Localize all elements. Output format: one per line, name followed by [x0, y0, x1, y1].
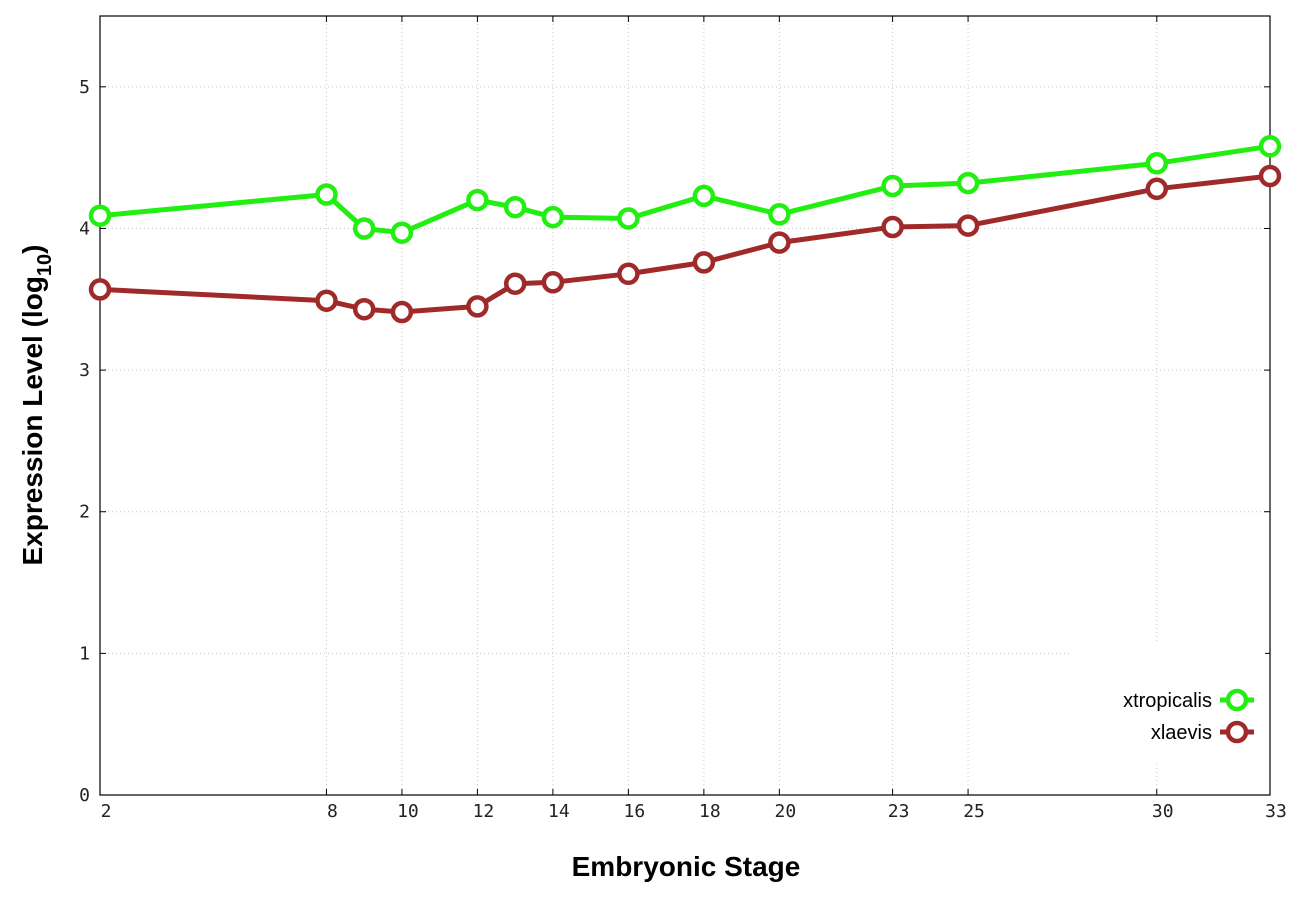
data-point: [617, 207, 640, 230]
x-tick-label: 23: [888, 801, 910, 822]
series-xtropicalis: [88, 135, 1282, 244]
y-tick-label: 4: [79, 218, 90, 239]
data-point: [390, 221, 414, 244]
grid-lines: [100, 16, 1270, 795]
legend-label: xlaevis: [1151, 722, 1212, 744]
data-point: [692, 184, 716, 208]
data-point: [352, 297, 376, 321]
data-point: [315, 289, 338, 312]
y-tick-label: 1: [79, 643, 90, 664]
series-layer: [88, 135, 1282, 324]
x-tick-label: 20: [775, 801, 797, 822]
y-axis-title-subscript: 10: [34, 254, 56, 276]
data-point: [88, 204, 112, 227]
data-point: [466, 295, 489, 318]
x-tick-label: 8: [327, 801, 338, 822]
y-axis-title: Expression Level (log10): [17, 245, 56, 566]
legend-marker-swatch: [1225, 688, 1249, 712]
y-tick-label: 2: [79, 502, 90, 523]
data-point: [881, 174, 904, 198]
data-point: [541, 271, 565, 294]
series-line-xtropicalis: [99, 143, 1271, 236]
data-point: [768, 203, 791, 226]
x-tick-label: 16: [624, 801, 646, 822]
x-tick-label: 30: [1152, 801, 1174, 822]
data-point: [541, 205, 565, 229]
data-point: [956, 214, 980, 237]
x-tick-label: 33: [1265, 801, 1287, 822]
x-axis-title: Embryonic Stage: [572, 851, 801, 882]
data-point: [1145, 152, 1169, 175]
legend-marker-swatch: [1225, 720, 1249, 744]
series-line-xlaevis: [99, 173, 1271, 315]
data-point: [315, 183, 338, 206]
y-axis-title-main: Expression Level (log: [17, 276, 48, 565]
data-point: [1145, 177, 1169, 201]
y-tick-label: 0: [79, 785, 90, 806]
x-tick-label: 12: [473, 801, 495, 822]
x-tick-label: 18: [699, 801, 721, 822]
data-point: [956, 171, 980, 195]
y-tick-label: 3: [79, 360, 90, 381]
data-point: [503, 272, 527, 295]
x-tick-label: 25: [963, 801, 985, 822]
data-point: [881, 215, 904, 239]
data-point: [503, 195, 527, 219]
data-point: [692, 251, 716, 274]
y-tick-label: 5: [79, 77, 90, 98]
x-tick-label: 2: [101, 801, 112, 822]
x-tick-label: 14: [548, 801, 570, 822]
y-axis-title-close: ): [17, 245, 48, 254]
data-point: [617, 262, 640, 286]
plot-frame: [99, 15, 1271, 796]
data-point: [1258, 164, 1282, 188]
x-tick-label: 10: [397, 801, 419, 822]
series-xlaevis: [88, 164, 1282, 324]
data-point: [466, 188, 489, 212]
data-point: [390, 300, 414, 324]
data-point: [88, 278, 112, 301]
data-point: [352, 217, 376, 240]
legend: xtropicalis xlaevis: [1070, 642, 1265, 762]
legend-item: xlaevis: [1151, 720, 1254, 744]
data-point: [1258, 135, 1282, 158]
legend-item: xtropicalis: [1123, 688, 1254, 712]
data-point: [768, 231, 791, 254]
legend-label: xtropicalis: [1123, 690, 1212, 712]
